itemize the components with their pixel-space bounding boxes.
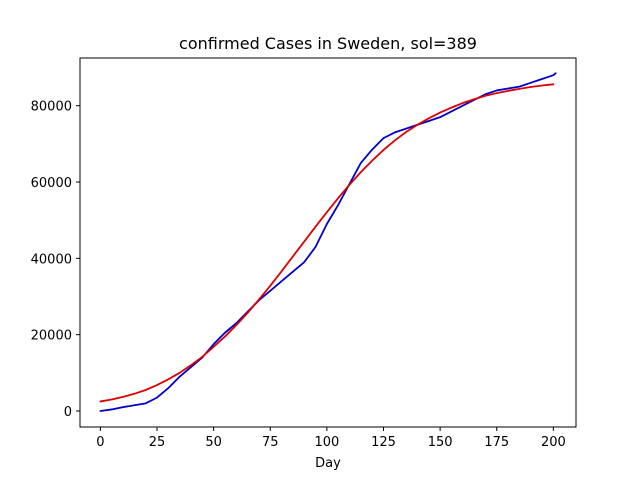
y-tick-label: 80000 [31,100,72,115]
y-tick-label: 20000 [31,329,72,344]
plot-area [80,58,576,427]
data-lines [99,72,557,412]
x-tick-label: 150 [428,435,453,450]
plot-frame [79,57,577,428]
x-tick-label: 200 [541,435,566,450]
x-tick-label: 0 [96,435,104,450]
y-tick-label: 60000 [31,176,72,191]
series-line-observed [99,72,557,412]
series-line-fit [99,83,555,403]
chart-title: confirmed Cases in Sweden, sol=389 [179,34,477,53]
x-tick-label: 175 [484,435,509,450]
x-axis-label: Day [315,456,341,471]
x-tick-label: 50 [205,435,222,450]
y-tick-label: 40000 [31,252,72,267]
x-tick-label: 125 [371,435,396,450]
y-tick-label: 0 [64,405,72,420]
x-tick-label: 75 [262,435,279,450]
x-tick-label: 25 [149,435,166,450]
x-tick-label: 100 [314,435,339,450]
axis-ticks: 0 25 50 75 100 125 150 175 200 0 20000 40000 60000 80… [31,100,566,450]
